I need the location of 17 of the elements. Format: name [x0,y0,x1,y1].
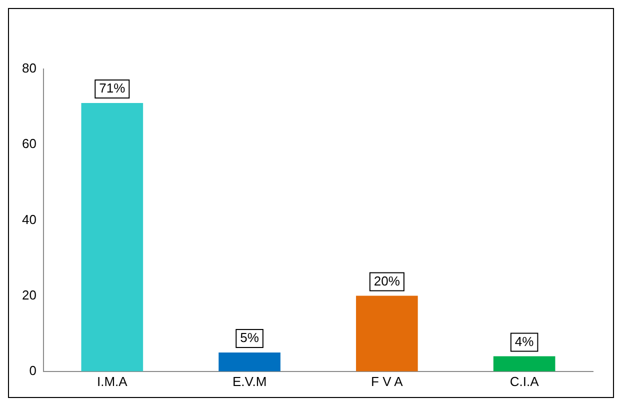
y-tick-label: 0 [29,362,36,378]
bar [218,352,280,372]
y-tick-label: 20 [22,287,36,302]
x-tick-label: C.I.A [510,374,540,389]
y-tick-label: 80 [22,60,36,76]
x-tick-label: E.V.M [232,374,267,389]
x-tick-label: I.M.A [96,374,128,389]
x-tick-label: F V A [371,374,404,389]
bar [356,296,418,372]
data-label: 71% [99,80,126,96]
data-label: 4% [514,334,534,349]
y-tick-label: 40 [22,212,36,227]
bar [493,356,556,372]
y-tick-label: 60 [22,136,36,152]
data-label: 20% [374,273,400,288]
bar [81,103,144,372]
data-label: 5% [240,330,260,346]
